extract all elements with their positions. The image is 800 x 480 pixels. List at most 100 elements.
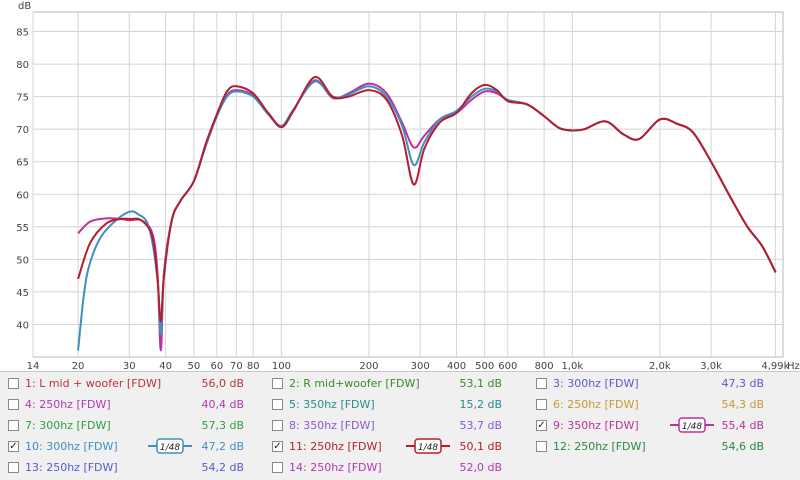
x-tick-label: 20 [72, 361, 85, 370]
legend-checkbox[interactable] [536, 441, 547, 452]
legend-item-value: 50,1 dB [459, 440, 502, 453]
legend-item-8[interactable]: 8: 350hz [FDW] 53,7 dB [272, 417, 502, 437]
legend-checkbox[interactable] [536, 378, 547, 389]
legend-item-10[interactable]: ✓ 10: 300hz [FDW] 1/48 47,2 dB [8, 438, 244, 458]
x-tick-label: 4,99k [761, 361, 789, 370]
svg-text:1/48: 1/48 [160, 443, 180, 453]
legend-checkbox[interactable] [272, 420, 283, 431]
legend-item-value: 57,3 dB [201, 419, 244, 432]
legend-item-label: 5: 350hz [FDW] [289, 398, 375, 411]
legend-item-label: 4: 250hz [FDW] [25, 398, 111, 411]
legend-item-label: 11: 250hz [FDW] [289, 440, 382, 453]
legend-item-value: 56,0 dB [201, 377, 244, 390]
x-tick-label: 500 [475, 361, 494, 370]
x-tick-label: 3,0k [700, 361, 722, 370]
y-tick-label: 45 [16, 288, 29, 299]
legend-item-2[interactable]: 2: R mid+woofer [FDW] 53,1 dB [272, 375, 502, 395]
legend-item-7[interactable]: 7: 300hz [FDW] 57,3 dB [8, 417, 244, 437]
legend-item-13[interactable]: 13: 250hz [FDW] 54,2 dB [8, 459, 244, 479]
svg-text:1/48: 1/48 [682, 422, 702, 432]
legend-item-label: 6: 250hz [FDW] [553, 398, 639, 411]
smoothing-badge[interactable]: 1/48 [406, 438, 450, 454]
y-tick-label: 50 [16, 255, 29, 266]
legend-item-12[interactable]: 12: 250hz [FDW] 54,6 dB [536, 438, 766, 458]
legend-item-value: 47,3 dB [721, 377, 764, 390]
y-tick-label: 70 [16, 125, 29, 136]
legend-item-label: 2: R mid+woofer [FDW] [289, 377, 420, 390]
legend-item-value: 54,2 dB [201, 461, 244, 474]
legend-checkbox[interactable]: ✓ [536, 420, 547, 431]
legend-item-value: 55,4 dB [721, 419, 764, 432]
legend-checkbox[interactable] [272, 399, 283, 410]
legend-row: 13: 250hz [FDW] 54,2 dB 14: 250hz [FDW] … [0, 459, 800, 479]
legend-item-value: 52,0 dB [459, 461, 502, 474]
y-tick-label: 40 [16, 320, 29, 331]
legend-checkbox[interactable] [536, 399, 547, 410]
legend-item-3[interactable]: 3: 300hz [FDW] 47,3 dB [536, 375, 766, 395]
y-tick-label: 85 [16, 28, 29, 39]
legend-item-label: 1: L mid + woofer [FDW] [25, 377, 162, 390]
x-tick-label: 800 [535, 361, 554, 370]
y-tick-label: 80 [16, 60, 29, 71]
x-tick-label: 60 [210, 361, 223, 370]
legend-checkbox[interactable] [8, 420, 19, 431]
legend-item-9[interactable]: ✓ 9: 350hz [FDW] 1/48 55,4 dB [536, 417, 766, 437]
measurement-legend: 1: L mid + woofer [FDW] 56,0 dB 2: R mid… [0, 371, 800, 480]
frequency-response-chart: 40 45 50 55 60 65 70 75 80 85 14 20 30 40 50 60 70 80 100 2… [16, 1, 800, 372]
x-tick-label: 30 [123, 361, 136, 370]
legend-row: 7: 300hz [FDW] 57,3 dB 8: 350hz [FDW] 53… [0, 417, 800, 437]
legend-checkbox[interactable] [8, 378, 19, 389]
y-axis-unit-label: dB [18, 1, 31, 12]
legend-item-5[interactable]: 5: 350hz [FDW] 15,2 dB [272, 396, 502, 416]
y-tick-label: 60 [16, 190, 29, 201]
x-tick-label: 100 [272, 361, 291, 370]
legend-item-label: 10: 300hz [FDW] [25, 440, 118, 453]
legend-item-label: 8: 350hz [FDW] [289, 419, 375, 432]
y-tick-label: 55 [16, 223, 29, 234]
legend-item-4[interactable]: 4: 250hz [FDW] 40,4 dB [8, 396, 244, 416]
legend-checkbox[interactable] [272, 462, 283, 473]
smoothing-badge[interactable]: 1/48 [670, 417, 714, 433]
x-axis-unit-label: Hz [787, 361, 800, 370]
legend-item-label: 14: 250hz [FDW] [289, 461, 382, 474]
legend-item-value: 53,1 dB [459, 377, 502, 390]
legend-row: 1: L mid + woofer [FDW] 56,0 dB 2: R mid… [0, 375, 800, 395]
legend-item-14[interactable]: 14: 250hz [FDW] 52,0 dB [272, 459, 502, 479]
legend-row: ✓ 10: 300hz [FDW] 1/48 47,2 dB ✓ 11: 250… [0, 438, 800, 458]
legend-checkbox[interactable] [8, 462, 19, 473]
x-tick-label: 200 [359, 361, 378, 370]
y-tick-label: 75 [16, 93, 29, 104]
x-tick-label: 14 [27, 361, 40, 370]
legend-item-label: 9: 350hz [FDW] [553, 419, 639, 432]
legend-item-label: 12: 250hz [FDW] [553, 440, 646, 453]
x-tick-label: 1,0k [561, 361, 583, 370]
legend-item-value: 40,4 dB [201, 398, 244, 411]
legend-item-value: 47,2 dB [201, 440, 244, 453]
legend-checkbox[interactable]: ✓ [272, 441, 283, 452]
legend-item-value: 15,2 dB [459, 398, 502, 411]
legend-item-11[interactable]: ✓ 11: 250hz [FDW] 1/48 50,1 dB [272, 438, 502, 458]
legend-item-label: 3: 300hz [FDW] [553, 377, 639, 390]
legend-item-1[interactable]: 1: L mid + woofer [FDW] 56,0 dB [8, 375, 244, 395]
x-tick-label: 300 [411, 361, 430, 370]
legend-checkbox[interactable] [272, 378, 283, 389]
x-tick-label: 70 [230, 361, 243, 370]
legend-item-value: 54,6 dB [721, 440, 764, 453]
legend-item-value: 54,3 dB [721, 398, 764, 411]
legend-item-label: 7: 300hz [FDW] [25, 419, 111, 432]
x-tick-label: 80 [247, 361, 260, 370]
x-tick-label: 2,0k [649, 361, 671, 370]
chart-svg: 40 45 50 55 60 65 70 75 80 85 14 20 30 40 50 60 70 80 100 2… [16, 1, 800, 372]
x-tick-label: 40 [159, 361, 172, 370]
series-line-3 [77, 76, 777, 323]
smoothing-badge[interactable]: 1/48 [148, 438, 192, 454]
legend-item-6[interactable]: 6: 250hz [FDW] 54,3 dB [536, 396, 766, 416]
legend-item-value: 53,7 dB [459, 419, 502, 432]
legend-checkbox[interactable]: ✓ [8, 441, 19, 452]
legend-row: 4: 250hz [FDW] 40,4 dB 5: 350hz [FDW] 15… [0, 396, 800, 416]
y-tick-label: 65 [16, 158, 29, 169]
svg-text:1/48: 1/48 [418, 443, 438, 453]
legend-item-label: 13: 250hz [FDW] [25, 461, 118, 474]
x-tick-label: 400 [447, 361, 466, 370]
legend-checkbox[interactable] [8, 399, 19, 410]
